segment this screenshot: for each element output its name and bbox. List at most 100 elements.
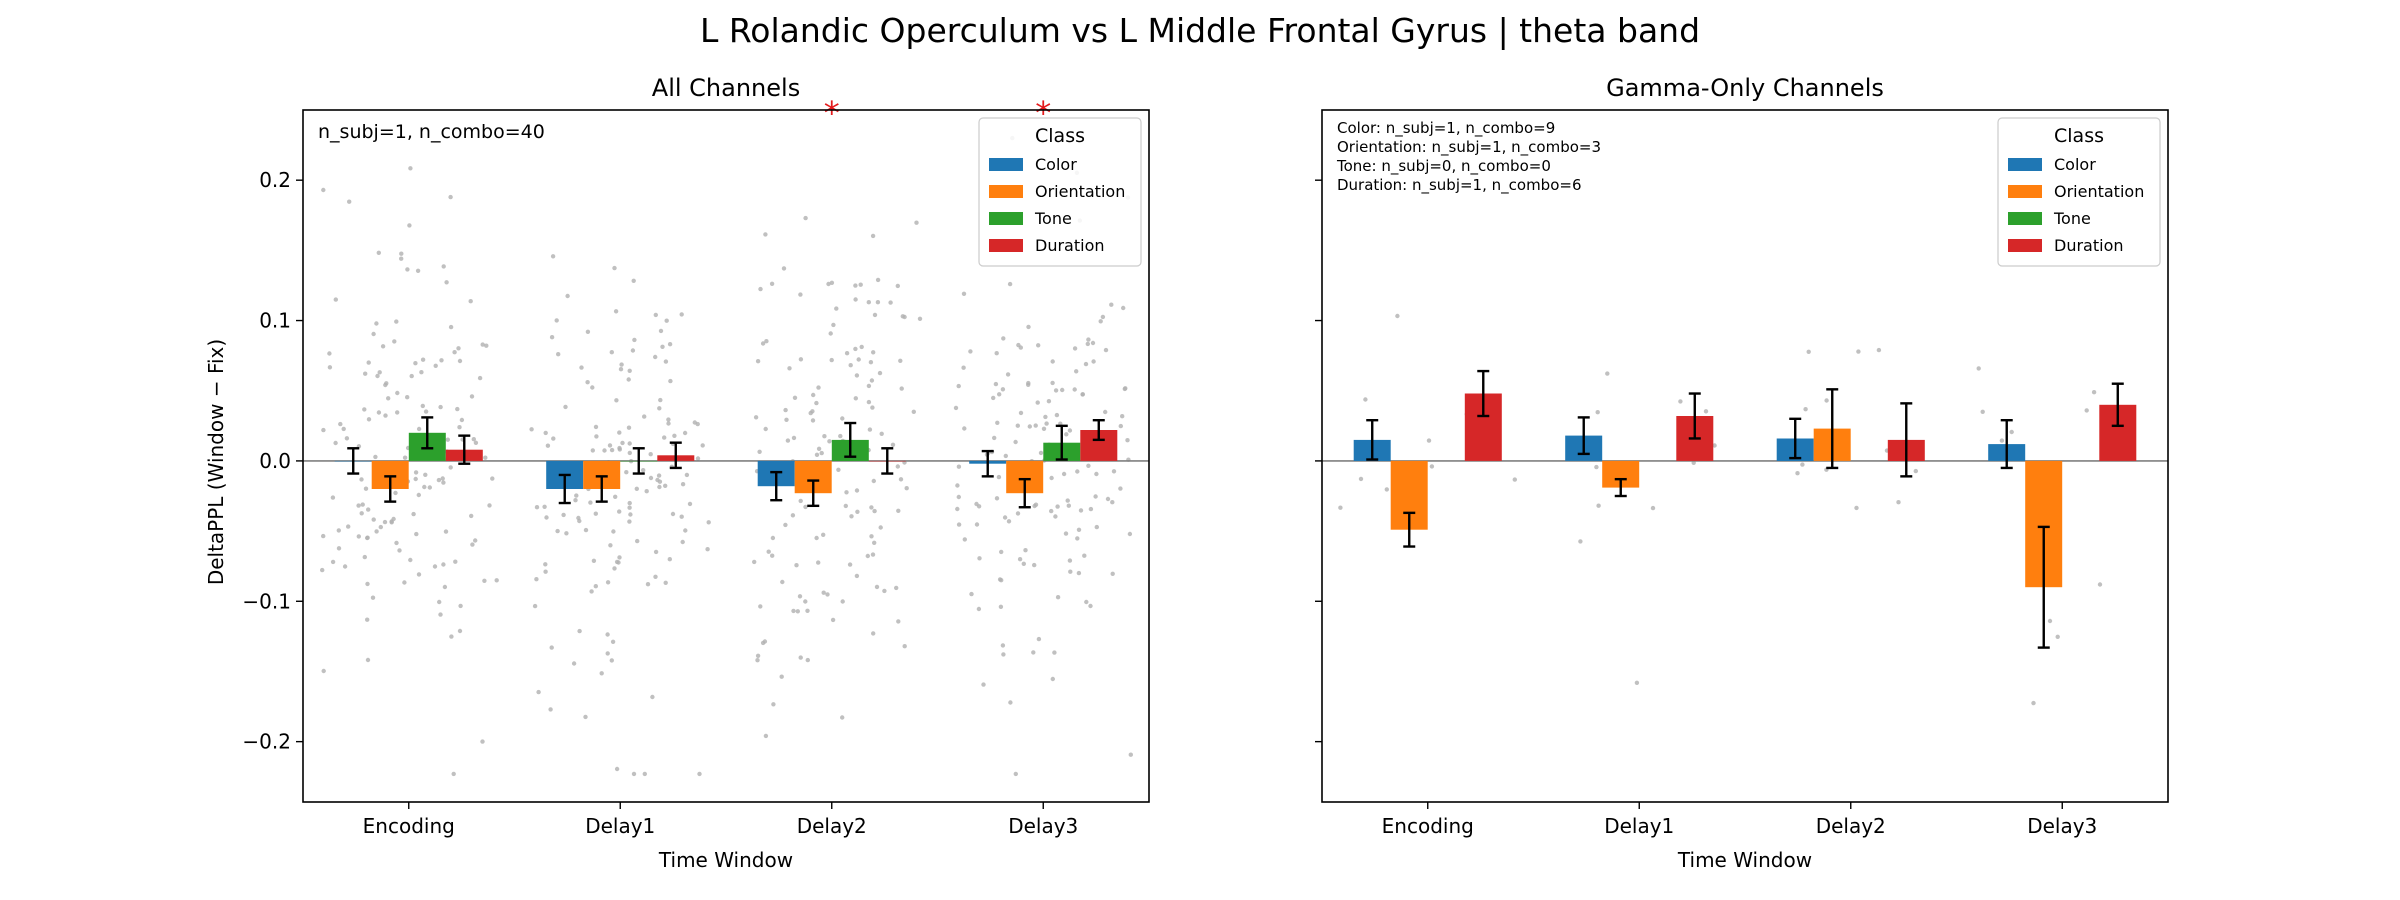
data-point — [663, 483, 668, 488]
data-point — [341, 426, 346, 432]
data-point — [457, 425, 462, 430]
data-point — [1595, 410, 1600, 415]
data-point — [798, 357, 804, 362]
data-point — [2084, 408, 2089, 413]
data-point — [1358, 476, 1364, 482]
data-point — [1023, 548, 1028, 553]
data-point — [365, 617, 370, 622]
data-point — [419, 370, 424, 375]
data-point — [1856, 349, 1861, 354]
data-point — [573, 498, 578, 503]
data-point — [1429, 464, 1435, 469]
data-point — [996, 474, 1002, 480]
data-point — [700, 443, 705, 448]
data-point — [408, 166, 413, 171]
data-point — [371, 331, 376, 337]
data-point — [976, 606, 982, 612]
data-point — [545, 443, 551, 448]
data-point — [819, 450, 824, 456]
data-point — [484, 343, 489, 348]
data-point — [605, 632, 610, 637]
data-point — [1111, 469, 1117, 474]
data-point — [1896, 500, 1901, 505]
data-point — [2031, 700, 2036, 706]
data-point — [828, 331, 833, 336]
data-point — [697, 771, 702, 777]
legend-label-color: Color — [2054, 155, 2096, 174]
data-point — [1005, 372, 1011, 377]
data-point — [684, 472, 690, 478]
data-point — [1118, 423, 1124, 429]
data-point — [610, 639, 616, 644]
panel-annotation-line: Color: n_subj=1, n_combo=9 — [1337, 119, 1555, 138]
data-point — [579, 365, 584, 370]
data-point — [321, 668, 326, 674]
data-point — [1512, 477, 1518, 482]
data-point — [346, 524, 351, 529]
data-point — [898, 477, 904, 482]
data-point — [783, 407, 788, 413]
data-point — [847, 562, 853, 567]
panel-annotation: n_subj=1, n_combo=40 — [318, 121, 545, 143]
data-point — [1605, 371, 1610, 376]
data-point — [993, 381, 999, 387]
data-point — [631, 278, 636, 283]
data-point — [395, 390, 400, 396]
data-point — [422, 484, 427, 490]
data-point — [383, 382, 388, 388]
data-point — [393, 490, 398, 496]
data-point — [1093, 494, 1098, 499]
data-point — [543, 562, 548, 567]
data-point — [1018, 345, 1023, 350]
data-point — [843, 503, 848, 509]
data-point — [992, 435, 997, 441]
data-point — [791, 435, 797, 441]
x-axis-label: Time Window — [1677, 848, 1812, 872]
legend-label-tone: Tone — [1034, 209, 1072, 228]
data-point — [583, 527, 589, 533]
data-point — [875, 277, 881, 283]
data-point — [536, 689, 541, 695]
data-point — [394, 540, 399, 546]
x-tick-label: Delay3 — [2027, 814, 2097, 838]
data-point — [914, 220, 919, 225]
data-point — [1017, 557, 1023, 562]
data-point — [480, 342, 485, 347]
data-point — [962, 426, 967, 431]
data-point — [1052, 650, 1057, 655]
data-point — [1824, 398, 1829, 403]
panel-annotation-line: Duration: n_subj=1, n_combo=6 — [1337, 176, 1582, 195]
data-point — [687, 501, 693, 507]
data-point — [423, 409, 429, 414]
data-point — [336, 528, 341, 533]
data-point — [487, 503, 492, 508]
data-point — [679, 312, 684, 317]
data-point — [956, 383, 961, 389]
data-point — [825, 592, 830, 597]
data-point — [359, 477, 364, 482]
data-point — [798, 292, 803, 297]
data-point — [556, 352, 561, 357]
data-point — [1088, 603, 1093, 609]
data-point — [758, 286, 763, 292]
data-point — [616, 560, 621, 565]
data-point — [994, 496, 1000, 501]
data-point — [1013, 771, 1018, 777]
data-point — [974, 522, 980, 527]
data-point — [770, 535, 776, 541]
data-point — [338, 421, 343, 427]
data-point — [805, 608, 810, 613]
data-point — [617, 445, 622, 451]
data-point — [1054, 412, 1060, 418]
data-point — [1703, 409, 1709, 414]
data-point — [627, 500, 632, 506]
data-point — [441, 562, 446, 567]
data-point — [1036, 636, 1042, 642]
data-point — [1032, 503, 1037, 509]
data-point — [1050, 359, 1055, 364]
data-point — [1036, 343, 1041, 348]
data-point — [548, 707, 553, 712]
data-point — [402, 455, 408, 460]
data-point — [593, 511, 598, 516]
data-point — [962, 537, 967, 542]
